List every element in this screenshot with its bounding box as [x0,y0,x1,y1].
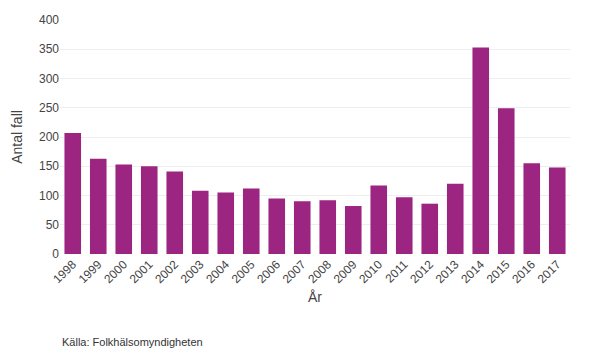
svg-text:150: 150 [39,159,59,173]
svg-text:Antal fall: Antal fall [9,110,25,164]
svg-text:2001: 2001 [127,257,156,286]
svg-text:2017: 2017 [535,257,564,286]
svg-text:250: 250 [39,101,59,115]
svg-text:2003: 2003 [178,257,207,286]
svg-text:2011: 2011 [382,257,410,285]
svg-text:2010: 2010 [356,257,385,286]
svg-text:2014: 2014 [458,257,487,286]
svg-text:100: 100 [39,189,59,203]
svg-text:2008: 2008 [305,257,334,286]
svg-text:1999: 1999 [76,257,105,286]
svg-text:Källa: Folkhälsomyndigheten: Källa: Folkhälsomyndigheten [62,336,203,348]
svg-text:1998: 1998 [50,257,79,286]
svg-text:2005: 2005 [229,257,258,286]
svg-text:År: År [308,289,322,305]
svg-text:2015: 2015 [484,257,513,286]
svg-text:2000: 2000 [101,257,130,286]
svg-text:300: 300 [39,72,59,86]
svg-text:2002: 2002 [152,257,181,286]
svg-text:0: 0 [52,247,59,261]
svg-text:350: 350 [39,42,59,56]
svg-text:400: 400 [39,13,59,27]
svg-text:2012: 2012 [407,257,436,286]
svg-text:2009: 2009 [331,257,360,286]
svg-text:2004: 2004 [203,257,232,286]
svg-text:2006: 2006 [254,257,283,286]
svg-text:200: 200 [39,130,59,144]
svg-text:50: 50 [46,218,60,232]
svg-text:2007: 2007 [280,257,309,286]
svg-text:2016: 2016 [509,257,538,286]
svg-text:2013: 2013 [433,257,462,286]
